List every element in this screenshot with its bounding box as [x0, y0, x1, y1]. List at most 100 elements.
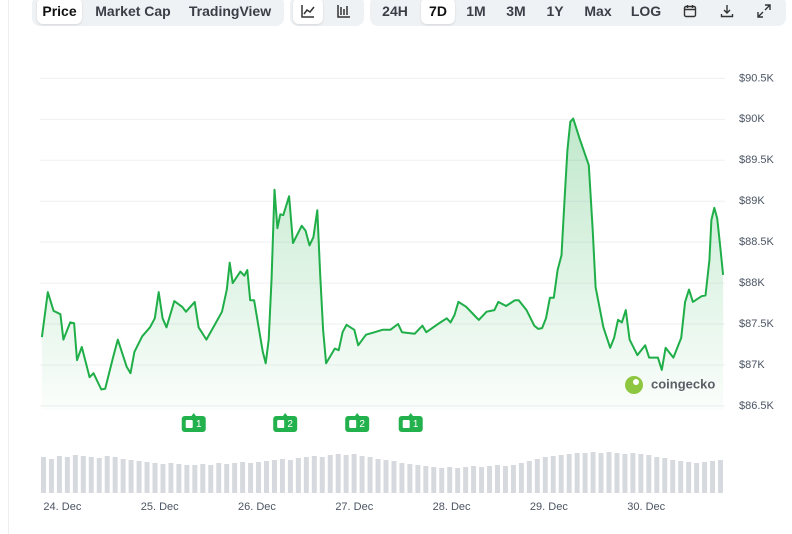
panel-border	[8, 0, 9, 534]
volume-bar	[287, 460, 293, 493]
event-pointer	[190, 413, 197, 417]
volume-bar	[104, 456, 110, 493]
volume-bar	[534, 459, 540, 493]
volume-bar	[232, 463, 238, 493]
watermark: coingecko	[651, 376, 715, 391]
volume-bar	[463, 467, 469, 493]
volume-bar	[343, 455, 349, 493]
volume-bar	[630, 453, 636, 493]
volume-bar	[120, 459, 126, 493]
event-count: 2	[359, 419, 365, 430]
volume-bar	[399, 463, 405, 493]
y-tick-label: $87K	[739, 359, 765, 371]
volume-bar	[248, 463, 254, 493]
volume-bar	[112, 457, 118, 493]
event-count: 1	[413, 419, 419, 430]
volume-bar	[303, 457, 309, 493]
event-icon	[349, 420, 357, 428]
volume-bar	[80, 456, 86, 493]
event-badge: 2	[345, 413, 370, 432]
volume-bar	[495, 465, 500, 493]
event-pointer	[354, 413, 361, 417]
range-button[interactable]: 3M	[506, 3, 526, 19]
volume-bar	[319, 457, 325, 493]
volume-bar	[638, 454, 644, 493]
volume-bar	[72, 455, 78, 493]
event-box	[345, 416, 370, 432]
volume-bar	[271, 460, 277, 493]
volume-bar	[423, 466, 429, 493]
volume-bar	[471, 466, 477, 493]
fullscreen-button[interactable]	[750, 0, 778, 24]
event-badge: 2	[273, 413, 298, 432]
volume-bar	[622, 454, 628, 493]
y-tick-label: $90K	[739, 113, 765, 125]
volume-bar	[566, 454, 572, 493]
watermark-logo-eye	[633, 379, 639, 385]
volume-bar	[136, 461, 142, 493]
event-icon	[402, 420, 410, 428]
volume-bar	[702, 462, 708, 493]
volume-bar	[431, 467, 437, 493]
volume-bar	[479, 467, 485, 493]
range-button[interactable]: 7D	[421, 0, 455, 24]
y-tick-label: $86.5K	[739, 400, 775, 412]
volume-bar	[96, 458, 102, 493]
line-chart-button[interactable]	[293, 0, 323, 24]
volume-bar	[710, 461, 716, 493]
volume-bar	[694, 463, 700, 493]
range-button[interactable]: 24H	[382, 3, 408, 19]
volume-bar	[56, 456, 62, 493]
price-area	[41, 118, 724, 410]
volume-bar	[383, 460, 389, 493]
range-button[interactable]: Max	[584, 3, 612, 19]
volume-bar	[160, 464, 166, 493]
volume-bar	[48, 459, 54, 493]
event-icon	[185, 420, 193, 428]
view-button[interactable]: TradingView	[188, 3, 272, 19]
volume-bar	[447, 467, 453, 493]
volume-bar	[359, 456, 365, 493]
event-box	[181, 416, 206, 432]
volume-bar	[144, 462, 150, 493]
x-tick-label: 30. Dec	[627, 501, 665, 513]
volume-bar	[598, 453, 604, 493]
volume-bar	[351, 454, 357, 493]
event-count: 1	[196, 419, 202, 430]
volume-bar	[518, 463, 524, 493]
event-box	[398, 416, 423, 432]
volume-bar	[375, 459, 381, 493]
volume-bar	[718, 460, 723, 493]
event-pointer	[282, 413, 289, 417]
volume-bar	[487, 466, 493, 493]
x-tick-label: 29. Dec	[530, 501, 568, 513]
volume-bar	[391, 461, 397, 493]
download-button[interactable]	[713, 0, 741, 24]
y-tick-label: $87.5K	[739, 318, 775, 330]
volume-bar	[678, 461, 684, 493]
volume-bar	[311, 456, 317, 493]
y-tick-label: $89.5K	[739, 154, 775, 166]
x-tick-label: 26. Dec	[238, 501, 276, 513]
volume-bar	[216, 463, 222, 493]
volume-bar	[41, 457, 46, 493]
view-button[interactable]: Market Cap	[95, 3, 171, 19]
volume-bar	[264, 461, 269, 493]
volume-bar	[224, 464, 230, 493]
view-button[interactable]: Price	[37, 0, 82, 24]
volume-bar	[582, 453, 588, 493]
volume-bar	[574, 453, 580, 493]
candle-chart-button[interactable]	[330, 0, 358, 24]
volume-bar	[192, 465, 198, 493]
event-badge: 1	[398, 413, 423, 432]
volume-bar	[510, 465, 516, 493]
price-line	[40, 117, 725, 391]
calendar-button[interactable]	[676, 0, 704, 24]
volume-bar	[327, 455, 333, 493]
range-button[interactable]: 1M	[466, 3, 486, 19]
range-button[interactable]: LOG	[630, 3, 662, 19]
volume-bar	[455, 468, 461, 493]
range-button[interactable]: 1Y	[546, 3, 564, 19]
